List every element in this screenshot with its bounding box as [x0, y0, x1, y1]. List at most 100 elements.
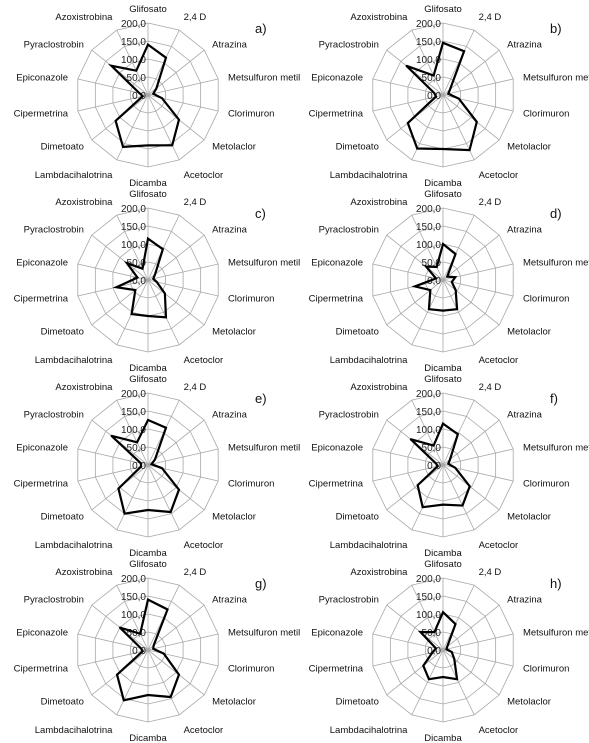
- data-point: [139, 632, 142, 635]
- radial-tick-label: 150,0: [416, 407, 441, 418]
- grid-spoke: [372, 633, 444, 651]
- category-label: Acetoclor: [184, 170, 224, 181]
- grid-spoke: [147, 604, 205, 651]
- data-point: [445, 648, 448, 651]
- data-point: [178, 488, 180, 491]
- grid-spoke: [411, 214, 444, 281]
- category-label: Dimetoato: [336, 327, 379, 338]
- data-point: [435, 95, 437, 98]
- data-point: [428, 678, 430, 681]
- category-label: Pyraclostrobin: [24, 594, 84, 605]
- grid-spoke: [147, 419, 205, 466]
- data-point: [140, 465, 142, 468]
- grid-spoke: [91, 279, 149, 326]
- grid-spoke: [77, 633, 149, 651]
- category-label: Azoxistrobina: [55, 567, 113, 578]
- data-point: [165, 316, 167, 319]
- category-label: Acetoclor: [479, 355, 519, 366]
- panel-label: b): [550, 21, 562, 36]
- grid-spoke: [442, 214, 475, 281]
- category-label: Dicamba: [424, 363, 462, 374]
- category-label: Cipermetrina: [309, 109, 364, 120]
- grid-spoke: [77, 448, 149, 466]
- category-label: Dimetoato: [41, 512, 84, 523]
- category-label: Pyraclostrobin: [319, 594, 379, 605]
- data-point: [123, 512, 126, 515]
- grid-spoke: [77, 464, 149, 482]
- grid-spoke: [147, 279, 180, 346]
- data-point: [454, 466, 457, 469]
- grid-spoke: [147, 234, 205, 281]
- radial-tick-label: 200,0: [416, 574, 441, 585]
- data-point: [147, 237, 149, 240]
- category-label: Metolaclor: [507, 327, 551, 338]
- category-label: Lambdacihalotrina: [35, 355, 113, 366]
- category-label: Clorimuron: [523, 294, 569, 305]
- grid-spoke: [116, 584, 149, 651]
- data-point: [416, 147, 419, 150]
- category-label: Epiconazole: [16, 72, 68, 83]
- category-label: Epiconazole: [16, 442, 68, 453]
- panel-label: c): [255, 206, 266, 221]
- grid-spoke: [372, 78, 444, 96]
- category-label: Metolaclor: [212, 327, 256, 338]
- data-point: [468, 485, 471, 488]
- grid-spoke: [386, 649, 444, 696]
- category-label: Pyraclostrobin: [24, 409, 84, 420]
- data-point: [436, 465, 439, 468]
- grid-spoke: [442, 234, 500, 281]
- category-label: Metsulfuron metil: [523, 442, 589, 453]
- grid-spoke: [442, 448, 514, 466]
- category-label: Pyraclostrobin: [319, 224, 379, 235]
- data-point: [152, 277, 155, 280]
- panel-label: h): [550, 576, 562, 591]
- data-point: [136, 276, 139, 279]
- data-point: [130, 313, 133, 315]
- data-point: [421, 506, 424, 509]
- grid-spoke: [442, 49, 500, 96]
- grid-spoke: [442, 633, 514, 651]
- data-point: [138, 92, 141, 94]
- category-label: Azoxistrobina: [55, 197, 113, 208]
- category-label: Cipermetrina: [309, 294, 364, 305]
- category-label: Atrazina: [212, 594, 248, 605]
- category-label: Cipermetrina: [14, 109, 69, 120]
- category-label: Azoxistrobina: [350, 382, 408, 393]
- data-point: [442, 676, 444, 678]
- category-label: Dimetoato: [336, 697, 379, 708]
- grid-spoke: [442, 419, 500, 466]
- data-point: [447, 462, 450, 465]
- data-point: [442, 422, 444, 425]
- data-point: [454, 276, 457, 279]
- category-label: Acetoclor: [479, 170, 519, 181]
- data-point: [122, 145, 124, 148]
- grid-spoke: [91, 234, 149, 281]
- radial-tick-label: 0,0: [132, 91, 146, 102]
- category-label: 2,4 D: [479, 197, 502, 208]
- data-point: [405, 64, 408, 67]
- grid-spoke: [442, 94, 500, 141]
- category-label: Glifosato: [424, 189, 462, 200]
- data-point: [454, 289, 457, 292]
- category-label: 2,4 D: [479, 567, 502, 578]
- category-label: Dicamba: [129, 178, 167, 189]
- grid-spoke: [147, 78, 219, 96]
- category-label: Clorimuron: [228, 109, 274, 120]
- category-label: Clorimuron: [228, 294, 274, 305]
- data-point: [155, 281, 158, 283]
- category-label: Acetoclor: [184, 355, 224, 366]
- data-point: [433, 631, 436, 634]
- category-label: Dicamba: [424, 733, 462, 743]
- category-label: Acetoclor: [184, 725, 224, 736]
- data-point: [141, 267, 144, 270]
- category-label: Acetoclor: [479, 540, 519, 551]
- category-label: Glifosato: [129, 4, 167, 15]
- grid-spoke: [147, 649, 180, 716]
- category-label: Dimetoato: [336, 512, 379, 523]
- category-label: 2,4 D: [184, 12, 207, 23]
- category-label: 2,4 D: [184, 382, 207, 393]
- data-point: [154, 458, 156, 461]
- radar-panel-4: 0,0 50,0 100,0 150,0 200,0 Glifosato 2,4 D Atra…: [309, 189, 589, 374]
- data-point: [169, 511, 172, 513]
- data-point: [468, 149, 471, 152]
